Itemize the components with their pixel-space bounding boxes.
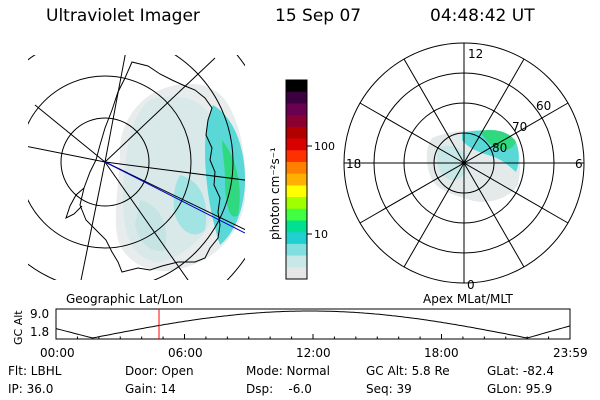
filter-info: Flt: LBHL [8,364,62,378]
colorbar-swatch [286,173,307,186]
colorbar-unit-label: photon cm⁻²s⁻¹ [268,147,282,240]
mlt-label-0: 0 [467,278,475,292]
gc-alt-info: GC Alt: 5.8 Re [366,364,450,378]
colorbar-swatch [286,255,307,268]
app-title: Ultraviolet Imager [46,6,200,26]
colorbar-swatch [286,185,307,198]
dsp-info: Dsp: -6.0 [246,382,312,396]
colorbar-swatch [286,138,307,151]
colorbar-tick-100: 100 [314,140,335,153]
polar-plot: 12 18 6 0 60 70 80 [343,42,585,292]
spacecraft-track [104,161,245,234]
seq-info: Seq: 39 [366,382,412,396]
gain-info: Gain: 14 [125,382,176,396]
mlt-label-18: 18 [346,157,361,171]
colorbar-swatch [286,208,307,222]
colorbar-swatch [286,243,307,257]
orbit-plot: 9.0 1.8 GC Alt 00:00 06:00 12:00 18:00 2… [12,307,588,360]
mlt-label-12: 12 [468,47,483,61]
continent-outline [79,61,221,273]
door-info: Door: Open [125,364,194,378]
aurora-image-polar [426,130,520,202]
geographic-map [28,55,245,280]
meridian-lines [28,55,245,280]
mlat-label-70: 70 [512,120,527,134]
glat-info: GLat: -82.4 [487,364,554,378]
glon-info: GLon: 95.9 [487,382,553,396]
colorbar-swatch [286,91,307,105]
orbit-ylabel: GC Alt [12,310,25,345]
colorbar-swatch [286,126,307,140]
colorbar-swatch [286,267,307,280]
aurora-image-geo [115,83,245,272]
mlat-label-60: 60 [536,99,551,113]
mode-info: Mode: Normal [246,364,330,378]
orbit-xtick-2359: 23:59 [553,346,588,360]
colorbar-swatch [286,80,307,93]
colorbar-swatch [286,197,307,210]
polar-panel-label: Apex MLat/MLT [423,292,513,306]
colorbar-swatch [286,115,307,128]
mlat-label-80: 80 [492,141,507,155]
colorbar-swatch [286,232,307,245]
colorbar-swatch [286,150,307,163]
colorbar-swatch [286,103,307,116]
geo-panel-label: Geographic Lat/Lon [66,292,183,306]
peninsula-outline [65,187,85,219]
orbit-xtick-1800: 18:00 [424,346,459,360]
colorbar-tick-10: 10 [314,228,328,241]
orbit-xtick-0600: 06:00 [168,346,203,360]
orbit-xtick-0000: 00:00 [40,346,75,360]
mlt-label-6: 6 [575,157,583,171]
latitude-circles [28,55,245,280]
image-date: 15 Sep 07 [275,6,362,26]
colorbar: 100 10 photon cm⁻²s⁻¹ [268,79,335,280]
colorbar-gradient [286,80,307,280]
colorbar-swatch [286,220,307,233]
orbit-ytick-low: 1.8 [30,325,49,339]
altitude-curve [55,310,571,339]
polar-mlt-lines [344,43,584,283]
image-time: 04:48:42 UT [430,6,535,26]
colorbar-swatch [286,161,307,175]
ip-info: IP: 36.0 [8,382,54,396]
orbit-xtick-1200: 12:00 [296,346,331,360]
orbit-ytick-high: 9.0 [30,307,49,321]
